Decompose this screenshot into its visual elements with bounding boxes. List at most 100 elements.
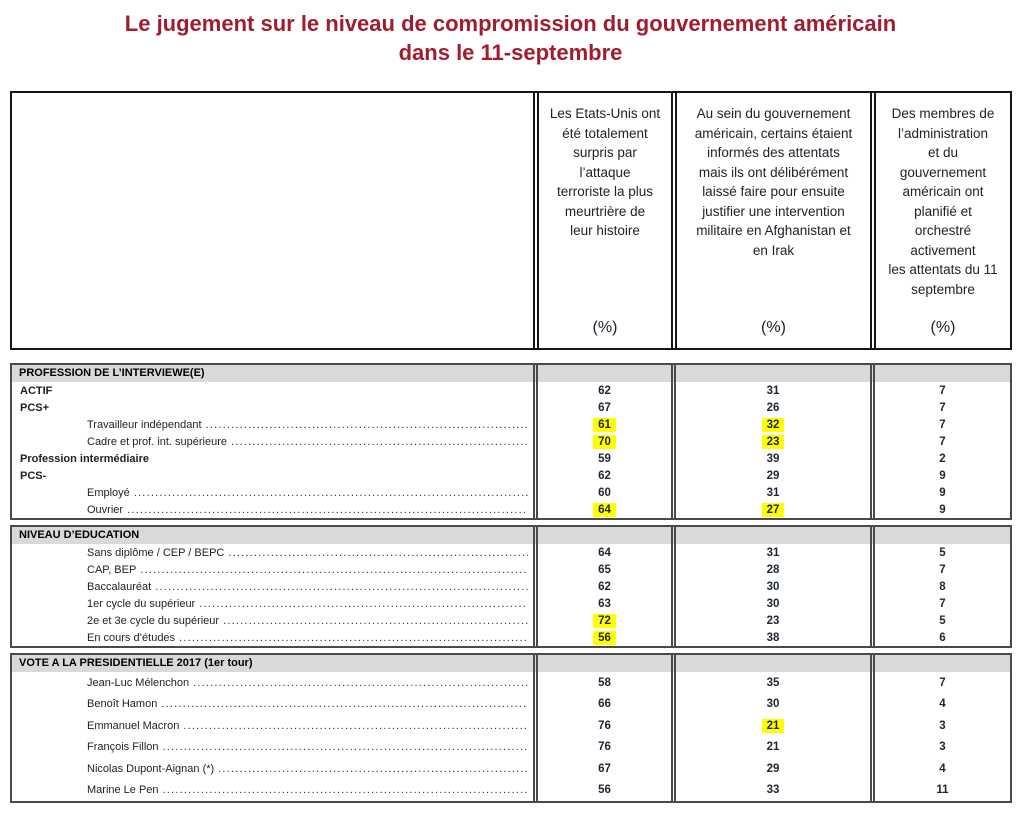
value-text: 7 [939, 676, 946, 689]
value-text: 2 [939, 452, 946, 465]
row-label-cell: Jean-Luc Mélenchon [12, 672, 533, 694]
cell-value: 62 [533, 578, 671, 595]
cell-value: 65 [533, 561, 671, 578]
cell-value: 7 [870, 672, 1010, 694]
value-text: 60 [598, 486, 611, 499]
cell-value: 7 [870, 416, 1010, 433]
dotted-leader [161, 698, 528, 710]
row-label-cell: CAP, BEP [12, 561, 533, 578]
dotted-leader [228, 547, 528, 559]
value-text: 5 [939, 614, 946, 627]
cell-value: 31 [671, 544, 870, 561]
cell-value: 61 [533, 416, 671, 433]
table-section: NIVEAU D’EDUCATION Sans diplôme / CEP / B… [10, 525, 1012, 648]
cell-value: 30 [671, 578, 870, 595]
column-header-text: Des membres de l’administration et du go… [888, 106, 998, 297]
value-text: 5 [939, 546, 946, 559]
cell-value: 72 [533, 612, 671, 629]
column-header-unit: (%) [592, 318, 618, 336]
section-band-cell [870, 655, 1010, 672]
row-label-cell: Nicolas Dupont-Aignan (*) [12, 758, 533, 780]
dotted-leader [163, 741, 528, 753]
row-label: François Fillon [87, 741, 159, 754]
section-band-cell [533, 365, 671, 382]
value-text: 62 [598, 469, 611, 482]
highlighted-value: 64 [593, 502, 616, 517]
cell-value: 5 [870, 612, 1010, 629]
dotted-leader [183, 720, 528, 732]
value-text: 11 [936, 784, 949, 797]
dotted-leader [206, 419, 528, 431]
table-row: Jean-Luc Mélenchon 58 35 7 [12, 672, 1010, 694]
cell-value: 2 [870, 450, 1010, 467]
row-label-cell: Employé [12, 484, 533, 501]
value-text: 3 [939, 719, 946, 732]
section-band-cell [870, 527, 1010, 544]
table-section: PROFESSION DE L’INTERVIEWE(E) ACTIF 62 31 7 P… [10, 363, 1012, 520]
value-text: 21 [766, 741, 780, 754]
table-row: Baccalauréat 62 30 8 [12, 578, 1010, 595]
row-label-cell: Travailleur indépendant [12, 416, 533, 433]
table-row: Nicolas Dupont-Aignan (*) 67 29 4 [12, 758, 1010, 780]
cell-value: 29 [671, 758, 870, 780]
value-text: 38 [766, 631, 780, 644]
cell-value: 6 [870, 629, 1010, 646]
cell-value: 62 [533, 382, 671, 399]
value-text: 4 [939, 698, 946, 711]
value-text: 31 [766, 384, 780, 397]
table-row: PCS+ 67 26 7 [12, 399, 1010, 416]
value-text: 30 [766, 580, 780, 593]
value-text: 7 [939, 597, 946, 610]
value-text: 67 [598, 762, 611, 775]
table-row: Benoît Hamon 66 30 4 [12, 693, 1010, 716]
row-label-cell: ACTIF [12, 382, 533, 399]
cell-value: 21 [671, 736, 870, 758]
dotted-leader [163, 784, 528, 796]
table-row: Cadre et prof. int. supérieure 70 23 7 [12, 433, 1010, 450]
row-label: ACTIF [20, 384, 53, 397]
cell-value: 4 [870, 758, 1010, 780]
value-text: 7 [939, 563, 946, 576]
value-text: 7 [939, 435, 946, 448]
cell-value: 33 [671, 779, 870, 801]
column-header-text: Les Etats-Unis ont été totalement surpri… [549, 106, 661, 238]
row-label: 1er cycle du supérieur [87, 597, 196, 610]
cell-value: 35 [671, 672, 870, 694]
row-label-cell: PCS- [12, 467, 533, 484]
row-label-cell: 2e et 3e cycle du supérieur [12, 612, 533, 629]
cell-value: 63 [533, 595, 671, 612]
value-text: 30 [766, 698, 780, 711]
cell-value: 4 [870, 693, 1010, 715]
row-label: En cours d’études [87, 631, 176, 644]
row-label: CAP, BEP [87, 563, 137, 576]
cell-value: 11 [870, 779, 1010, 801]
table-sections: PROFESSION DE L’INTERVIEWE(E) ACTIF 62 31 7 P… [0, 363, 1021, 803]
table-row: En cours d’études 56 38 6 [12, 629, 1010, 646]
row-label-cell: En cours d’études [12, 629, 533, 646]
section-band-cell [671, 527, 870, 544]
row-label: Marine Le Pen [87, 784, 159, 797]
highlighted-value: 27 [761, 502, 785, 517]
value-text: 66 [598, 698, 611, 711]
dotted-leader [134, 487, 528, 499]
row-label: PCS- [20, 469, 47, 482]
cell-value: 76 [533, 715, 671, 737]
row-label-cell: Benoît Hamon [12, 694, 533, 716]
cell-value: 3 [870, 715, 1010, 737]
page-title-line1: Le jugement sur le niveau de compromissi… [124, 11, 897, 36]
row-label: Sans diplôme / CEP / BEPC [87, 546, 225, 559]
dotted-leader [223, 615, 528, 627]
row-label: PCS+ [20, 401, 50, 414]
table-row: 1er cycle du supérieur 63 30 7 [12, 595, 1010, 612]
table-row: Emmanuel Macron 76 21 3 [12, 715, 1010, 737]
column-header-let-it-happen: Au sein du gouvernement américain, certa… [671, 93, 870, 348]
cell-value: 56 [533, 779, 671, 801]
cell-value: 67 [533, 758, 671, 780]
row-label: Jean-Luc Mélenchon [87, 676, 190, 689]
dotted-leader [155, 581, 528, 593]
highlighted-value: 61 [593, 417, 616, 432]
table-row: Travailleur indépendant 61 32 7 [12, 416, 1010, 433]
row-label-cell: 1er cycle du supérieur [12, 595, 533, 612]
highlighted-value: 72 [593, 613, 616, 628]
cell-value: 26 [671, 399, 870, 416]
